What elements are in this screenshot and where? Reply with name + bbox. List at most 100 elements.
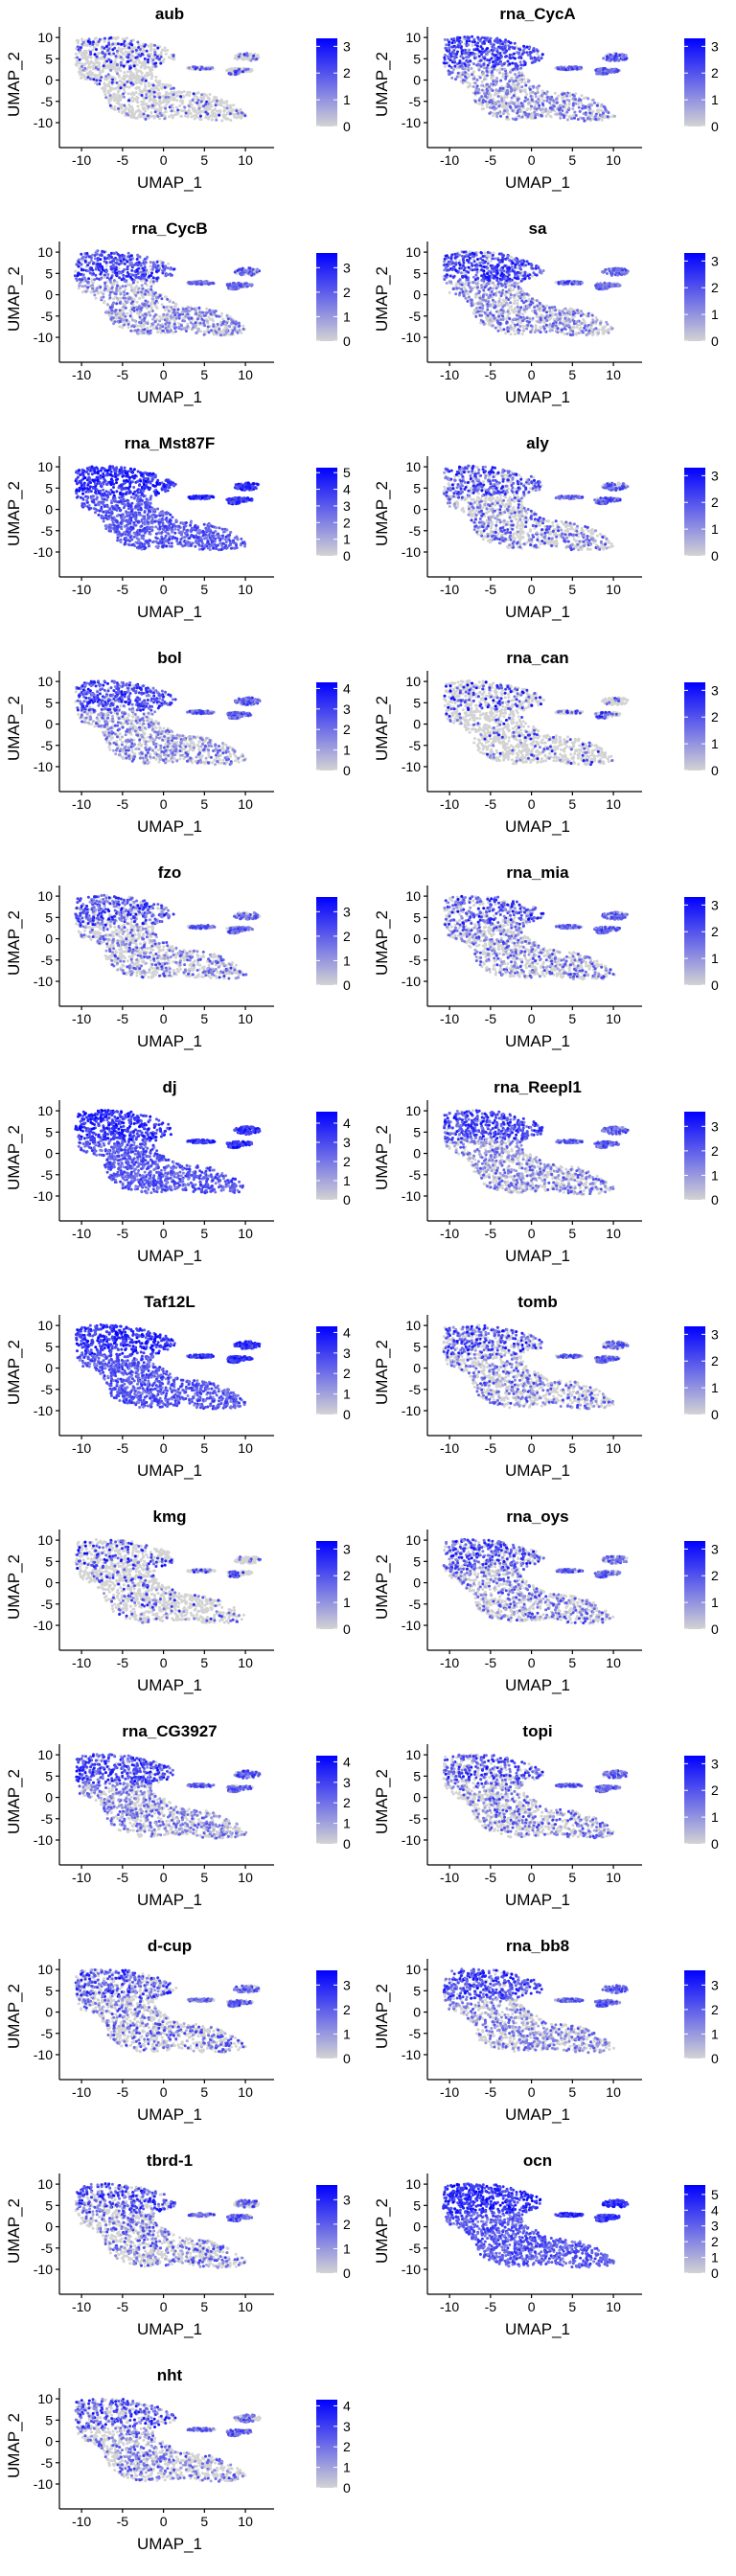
cell-point	[216, 109, 218, 113]
cell-point	[161, 261, 165, 264]
legend-colorbar	[316, 38, 337, 126]
cell-point	[164, 327, 168, 330]
cell-point	[166, 84, 170, 88]
feature-plot-panel: rna_CycB -10 -5 0 5 10 10 5 0 -5 -10 UMAP_1 UMAP_2 0 1…	[0, 215, 368, 429]
cell-point	[153, 312, 157, 316]
cell-point	[142, 276, 146, 280]
cell-point	[490, 57, 494, 60]
cell-point	[112, 52, 116, 56]
cell-point	[476, 91, 480, 95]
cell-point	[146, 107, 150, 110]
cell-point	[92, 67, 95, 71]
cell-point	[167, 56, 171, 59]
cell-point	[207, 315, 211, 319]
cell-point	[503, 67, 507, 71]
cell-point	[563, 100, 566, 104]
cell-point	[519, 102, 523, 105]
cell-point	[519, 66, 523, 70]
cell-point	[183, 319, 187, 323]
cell-point	[222, 116, 226, 120]
cell-point	[106, 73, 110, 77]
cell-point	[492, 53, 495, 57]
cell-point	[158, 58, 161, 60]
cell-point	[620, 53, 624, 57]
cell-point	[485, 47, 489, 51]
cell-point	[613, 54, 617, 58]
cell-point	[130, 277, 134, 281]
cell-point	[97, 40, 101, 43]
cell-point	[446, 38, 449, 42]
cell-point	[576, 118, 580, 121]
cell-point	[535, 107, 539, 111]
cell-point	[130, 50, 134, 54]
cell-point	[135, 300, 139, 304]
cell-point	[130, 257, 134, 261]
cell-point	[482, 66, 486, 70]
cell-point	[172, 315, 175, 319]
cell-point	[172, 90, 176, 94]
cell-point	[509, 57, 513, 60]
legend-label: 0	[343, 334, 351, 349]
cell-point	[504, 77, 508, 80]
cell-point	[467, 36, 471, 40]
cell-point	[166, 317, 169, 321]
cell-point	[103, 82, 106, 85]
cell-point	[105, 59, 109, 63]
cell-point	[515, 105, 518, 109]
legend-label: 1	[343, 92, 351, 107]
cell-point	[114, 267, 118, 271]
cell-point	[501, 102, 505, 105]
cell-point	[145, 96, 148, 100]
cell-point	[184, 111, 188, 115]
cell-point	[477, 99, 481, 103]
cell-point	[468, 75, 472, 79]
cell-point	[458, 44, 462, 47]
cell-point	[549, 110, 553, 114]
x-tick-label: 0	[160, 152, 168, 168]
cell-point	[229, 104, 233, 107]
cell-point	[587, 114, 591, 118]
y-tick-label: 10	[405, 30, 421, 45]
cell-point	[564, 108, 568, 112]
cell-point	[148, 292, 151, 296]
cell-point	[444, 54, 447, 57]
cell-point	[219, 323, 223, 327]
cell-point	[600, 103, 604, 106]
cell-point	[518, 48, 522, 52]
cell-point	[473, 57, 476, 60]
cell-point	[464, 48, 467, 52]
cell-point	[195, 332, 198, 335]
cell-point	[163, 268, 166, 272]
cell-point	[503, 109, 506, 112]
cell-point	[113, 59, 117, 63]
cell-point	[242, 283, 245, 287]
cell-point	[163, 49, 167, 53]
cell-point	[159, 55, 163, 58]
cell-point	[238, 67, 241, 71]
cell-point	[109, 317, 113, 321]
cell-point	[86, 286, 90, 289]
x-tick-label: -5	[117, 367, 129, 382]
cell-point	[164, 96, 168, 99]
cell-point	[151, 83, 155, 87]
cell-point	[151, 317, 154, 321]
cell-point	[131, 281, 135, 285]
cell-point	[147, 271, 150, 274]
cell-point	[472, 75, 476, 79]
cell-point	[210, 66, 214, 69]
cell-point	[199, 315, 203, 318]
cell-point	[170, 113, 173, 117]
cell-point	[235, 286, 239, 288]
cell-point	[150, 104, 154, 107]
cell-point	[558, 112, 562, 116]
cell-point	[170, 104, 172, 107]
cell-point	[93, 254, 97, 257]
cell-point	[618, 53, 622, 57]
cell-point	[468, 63, 471, 67]
cell-point	[146, 60, 150, 64]
cell-point	[100, 57, 104, 60]
cell-point	[594, 118, 598, 121]
cell-point	[493, 39, 496, 43]
cell-point	[128, 58, 132, 62]
cell-point	[154, 304, 158, 308]
